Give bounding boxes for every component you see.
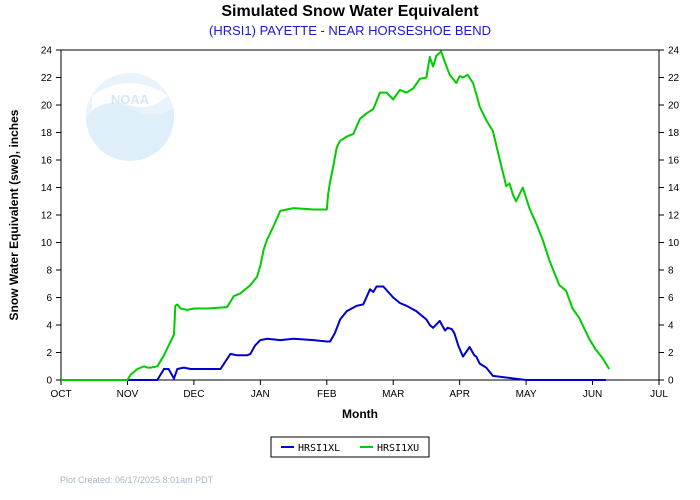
y-tick-label-left: 6 — [46, 293, 52, 304]
x-tick-label: JUN — [583, 389, 602, 400]
y-tick-label-left: 24 — [41, 46, 53, 57]
y-tick-label-left: 12 — [41, 211, 53, 222]
y-tick-label-left: 18 — [41, 128, 53, 139]
watermark-text: NOAA — [111, 92, 150, 107]
series-lines — [61, 50, 611, 381]
series-line-hrsi1xu — [61, 50, 611, 381]
y-tick-label-right: 8 — [668, 266, 674, 277]
y-tick-label-left: 2 — [46, 348, 52, 359]
y-tick-label-right: 12 — [668, 211, 680, 222]
y-tick-label-left: 10 — [41, 238, 53, 249]
x-axis-label: Month — [342, 407, 378, 421]
x-tick-label: FEB — [317, 389, 337, 400]
y-axis-label: Snow Water Equivalent (swe), inches — [7, 109, 21, 320]
y-tick-label-right: 14 — [668, 183, 680, 194]
y-tick-label-right: 2 — [668, 348, 674, 359]
x-tick-label: OCT — [50, 389, 71, 400]
y-tick-label-right: 18 — [668, 128, 680, 139]
y-tick-label-left: 20 — [41, 101, 53, 112]
y-tick-label-right: 24 — [668, 46, 680, 57]
y-tick-label-right: 16 — [668, 156, 680, 167]
y-tick-label-left: 16 — [41, 156, 53, 167]
y-tick-label-right: 6 — [668, 293, 674, 304]
legend-label-hrsi1xu: HRSI1XU — [377, 443, 419, 454]
legend: HRSI1XL HRSI1XU — [270, 436, 430, 458]
x-tick-label: MAY — [516, 389, 537, 400]
y-tick-label-left: 14 — [41, 183, 53, 194]
x-tick-label: DEC — [183, 389, 204, 400]
y-tick-label-right: 4 — [668, 321, 674, 332]
noaa-watermark: NOAA — [86, 73, 174, 161]
x-tick-label: APR — [449, 389, 470, 400]
x-tick-label: JAN — [251, 389, 270, 400]
legend-label-hrsi1xl: HRSI1XL — [298, 443, 340, 454]
x-tick-label: JUL — [650, 389, 668, 400]
y-tick-label-left: 22 — [41, 73, 53, 84]
y-tick-label-right: 22 — [668, 73, 680, 84]
y-tick-label-left: 0 — [46, 376, 52, 387]
x-tick-label: NOV — [117, 389, 139, 400]
legend-box — [270, 436, 430, 458]
plot-created-note: Plot Created: 06/17/2025 8:01am PDT — [60, 475, 214, 485]
chart-subtitle: (HRSI1) PAYETTE - NEAR HORSESHOE BEND — [209, 23, 491, 38]
y-tick-label-right: 0 — [668, 376, 674, 387]
x-tick-label: MAR — [382, 389, 404, 400]
y-tick-label-left: 4 — [46, 321, 52, 332]
series-line-hrsi1xl — [61, 285, 606, 381]
y-tick-label-right: 10 — [668, 238, 680, 249]
x-axis: OCT NOV DEC JAN FEB MAR APR MAY JUN JUL — [50, 380, 668, 400]
y-tick-label-left: 8 — [46, 266, 52, 277]
y-tick-label-right: 20 — [668, 101, 680, 112]
chart-title: Simulated Snow Water Equivalent — [221, 3, 479, 20]
